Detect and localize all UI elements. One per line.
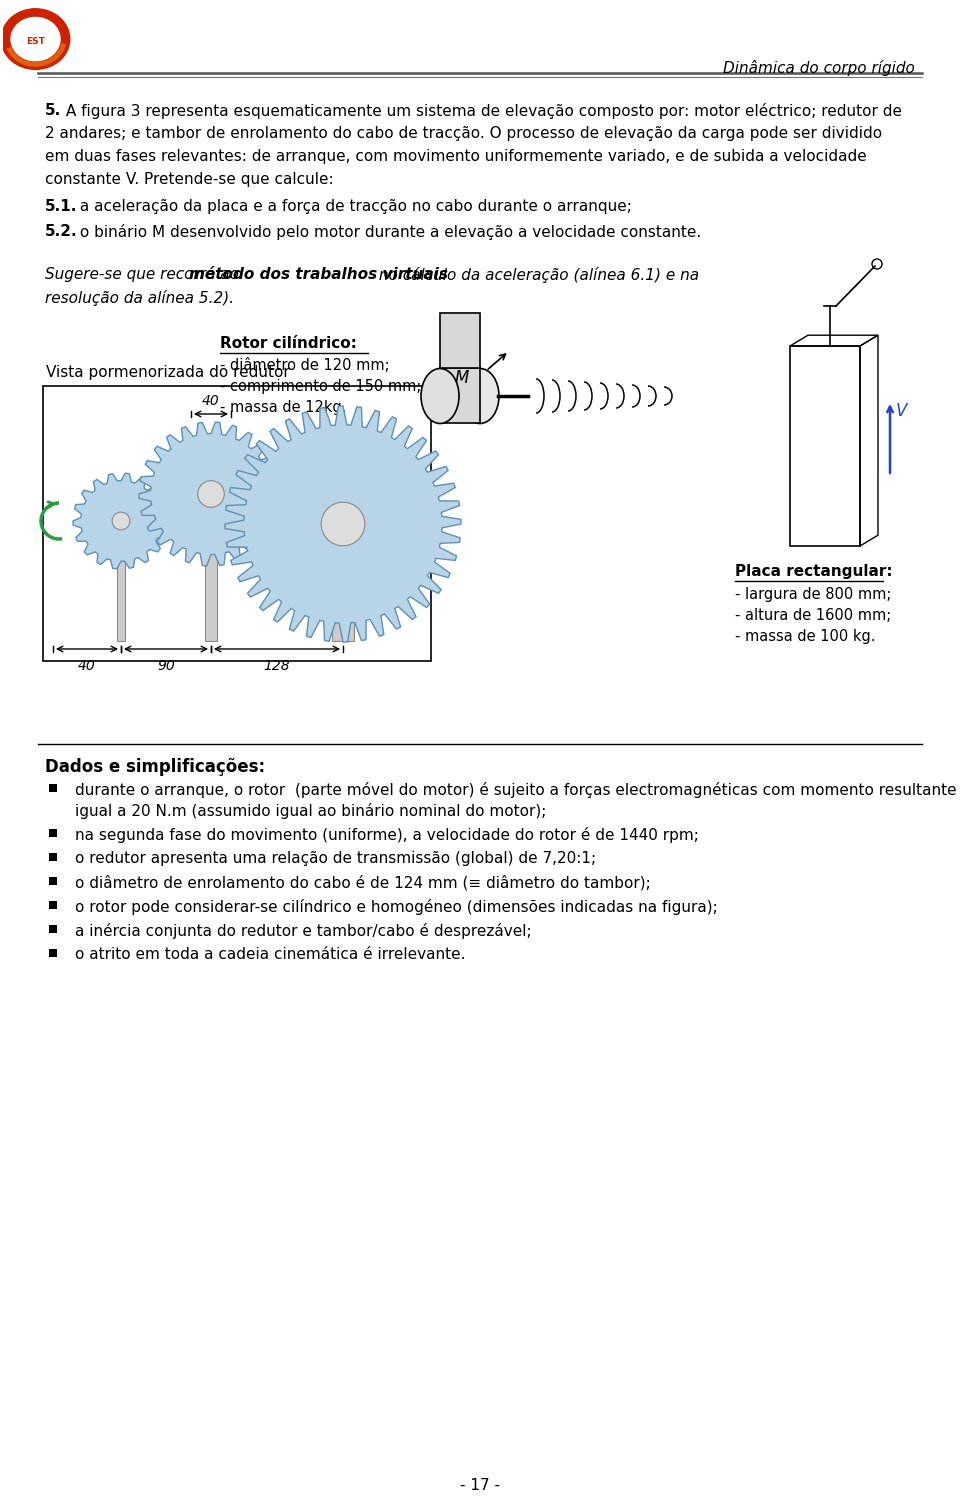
Text: em duas fases relevantes: de arranque, com movimento uniformemente variado, e de: em duas fases relevantes: de arranque, c… — [45, 149, 867, 164]
Text: 5.2.: 5.2. — [45, 224, 78, 239]
Text: o atrito em toda a cadeia cinemática é irrelevante.: o atrito em toda a cadeia cinemática é i… — [75, 947, 466, 962]
Text: o binário M desenvolvido pelo motor durante a elevação a velocidade constante.: o binário M desenvolvido pelo motor dura… — [75, 224, 701, 240]
Text: no cálculo da aceleração (alínea 6.1) e na: no cálculo da aceleração (alínea 6.1) e … — [374, 268, 700, 283]
Text: - diâmetro de 120 mm;: - diâmetro de 120 mm; — [220, 358, 390, 373]
Bar — [117, 523, 126, 640]
Text: 40: 40 — [203, 394, 220, 407]
Text: 2 andares; e tambor de enrolamento do cabo de tracção. O processo de elevação da: 2 andares; e tambor de enrolamento do ca… — [45, 126, 882, 141]
Text: - altura de 1600 mm;: - altura de 1600 mm; — [735, 609, 891, 624]
Text: o redutor apresenta uma relação de transmissão (global) de 7,20:1;: o redutor apresenta uma relação de trans… — [75, 851, 596, 866]
Bar — [440, 368, 480, 422]
Bar — [204, 497, 218, 640]
Circle shape — [198, 481, 225, 508]
Text: método dos trabalhos virtuais: método dos trabalhos virtuais — [189, 268, 447, 283]
Circle shape — [1, 9, 70, 69]
Text: a aceleração da placa e a força de tracção no cabo durante o arranque;: a aceleração da placa e a força de tracç… — [75, 198, 632, 213]
Bar — [49, 830, 57, 837]
Ellipse shape — [421, 368, 459, 424]
Text: A figura 3 representa esquematicamente um sistema de elevação composto por: moto: A figura 3 representa esquematicamente u… — [61, 104, 902, 119]
Text: resolução da alínea 5.2).: resolução da alínea 5.2). — [45, 290, 234, 307]
Text: Sugere-se que recorra ao: Sugere-se que recorra ao — [45, 268, 244, 283]
Text: Rotor cilíndrico:: Rotor cilíndrico: — [220, 337, 357, 352]
Bar — [49, 876, 57, 885]
Bar — [49, 924, 57, 933]
Text: igual a 20 N.m (assumido igual ao binário nominal do motor);: igual a 20 N.m (assumido igual ao binári… — [75, 803, 546, 819]
Bar — [332, 531, 353, 640]
Bar — [49, 854, 57, 861]
Circle shape — [322, 502, 365, 546]
Text: 128: 128 — [264, 658, 290, 673]
Text: - massa de 100 kg.: - massa de 100 kg. — [735, 628, 876, 643]
Polygon shape — [73, 473, 169, 568]
Bar — [49, 900, 57, 909]
Text: - comprimento de 150 mm;: - comprimento de 150 mm; — [220, 379, 421, 394]
Bar — [49, 948, 57, 957]
Text: - largura de 800 mm;: - largura de 800 mm; — [735, 588, 892, 603]
Polygon shape — [225, 406, 461, 642]
Text: Dinâmica do corpo rígido: Dinâmica do corpo rígido — [723, 60, 915, 77]
Text: - 17 -: - 17 - — [460, 1477, 500, 1492]
Text: EST: EST — [26, 36, 45, 45]
Text: o rotor pode considerar-se cilíndrico e homogéneo (dimensões indicadas na figura: o rotor pode considerar-se cilíndrico e … — [75, 899, 718, 915]
Bar — [440, 313, 480, 368]
Text: o diâmetro de enrolamento do cabo é de 124 mm (≡ diâmetro do tambor);: o diâmetro de enrolamento do cabo é de 1… — [75, 875, 651, 890]
Bar — [43, 386, 431, 661]
Text: Placa rectangular:: Placa rectangular: — [735, 564, 893, 579]
Text: constante V. Pretende-se que calcule:: constante V. Pretende-se que calcule: — [45, 171, 334, 186]
Text: - massa de 12kg.: - massa de 12kg. — [220, 400, 347, 415]
Polygon shape — [139, 422, 283, 565]
Ellipse shape — [461, 368, 499, 424]
Text: 5.1.: 5.1. — [45, 198, 78, 213]
Text: 5.: 5. — [45, 104, 61, 119]
Text: V: V — [896, 401, 907, 419]
Text: na segunda fase do movimento (uniforme), a velocidade do rotor é de 1440 rpm;: na segunda fase do movimento (uniforme),… — [75, 827, 699, 843]
Text: 40: 40 — [78, 658, 96, 673]
Text: durante o arranque, o rotor  (parte móvel do motor) é sujeito a forças electroma: durante o arranque, o rotor (parte móvel… — [75, 782, 956, 798]
Text: 90: 90 — [157, 658, 175, 673]
Text: M: M — [455, 370, 469, 386]
Text: Dados e simplificações:: Dados e simplificações: — [45, 758, 265, 776]
Text: Vista pormenorizada do redutor: Vista pormenorizada do redutor — [46, 365, 290, 380]
Text: a inércia conjunta do redutor e tambor/cabo é desprezável;: a inércia conjunta do redutor e tambor/c… — [75, 923, 532, 939]
Bar — [49, 785, 57, 792]
Circle shape — [112, 513, 130, 531]
Circle shape — [12, 18, 60, 60]
